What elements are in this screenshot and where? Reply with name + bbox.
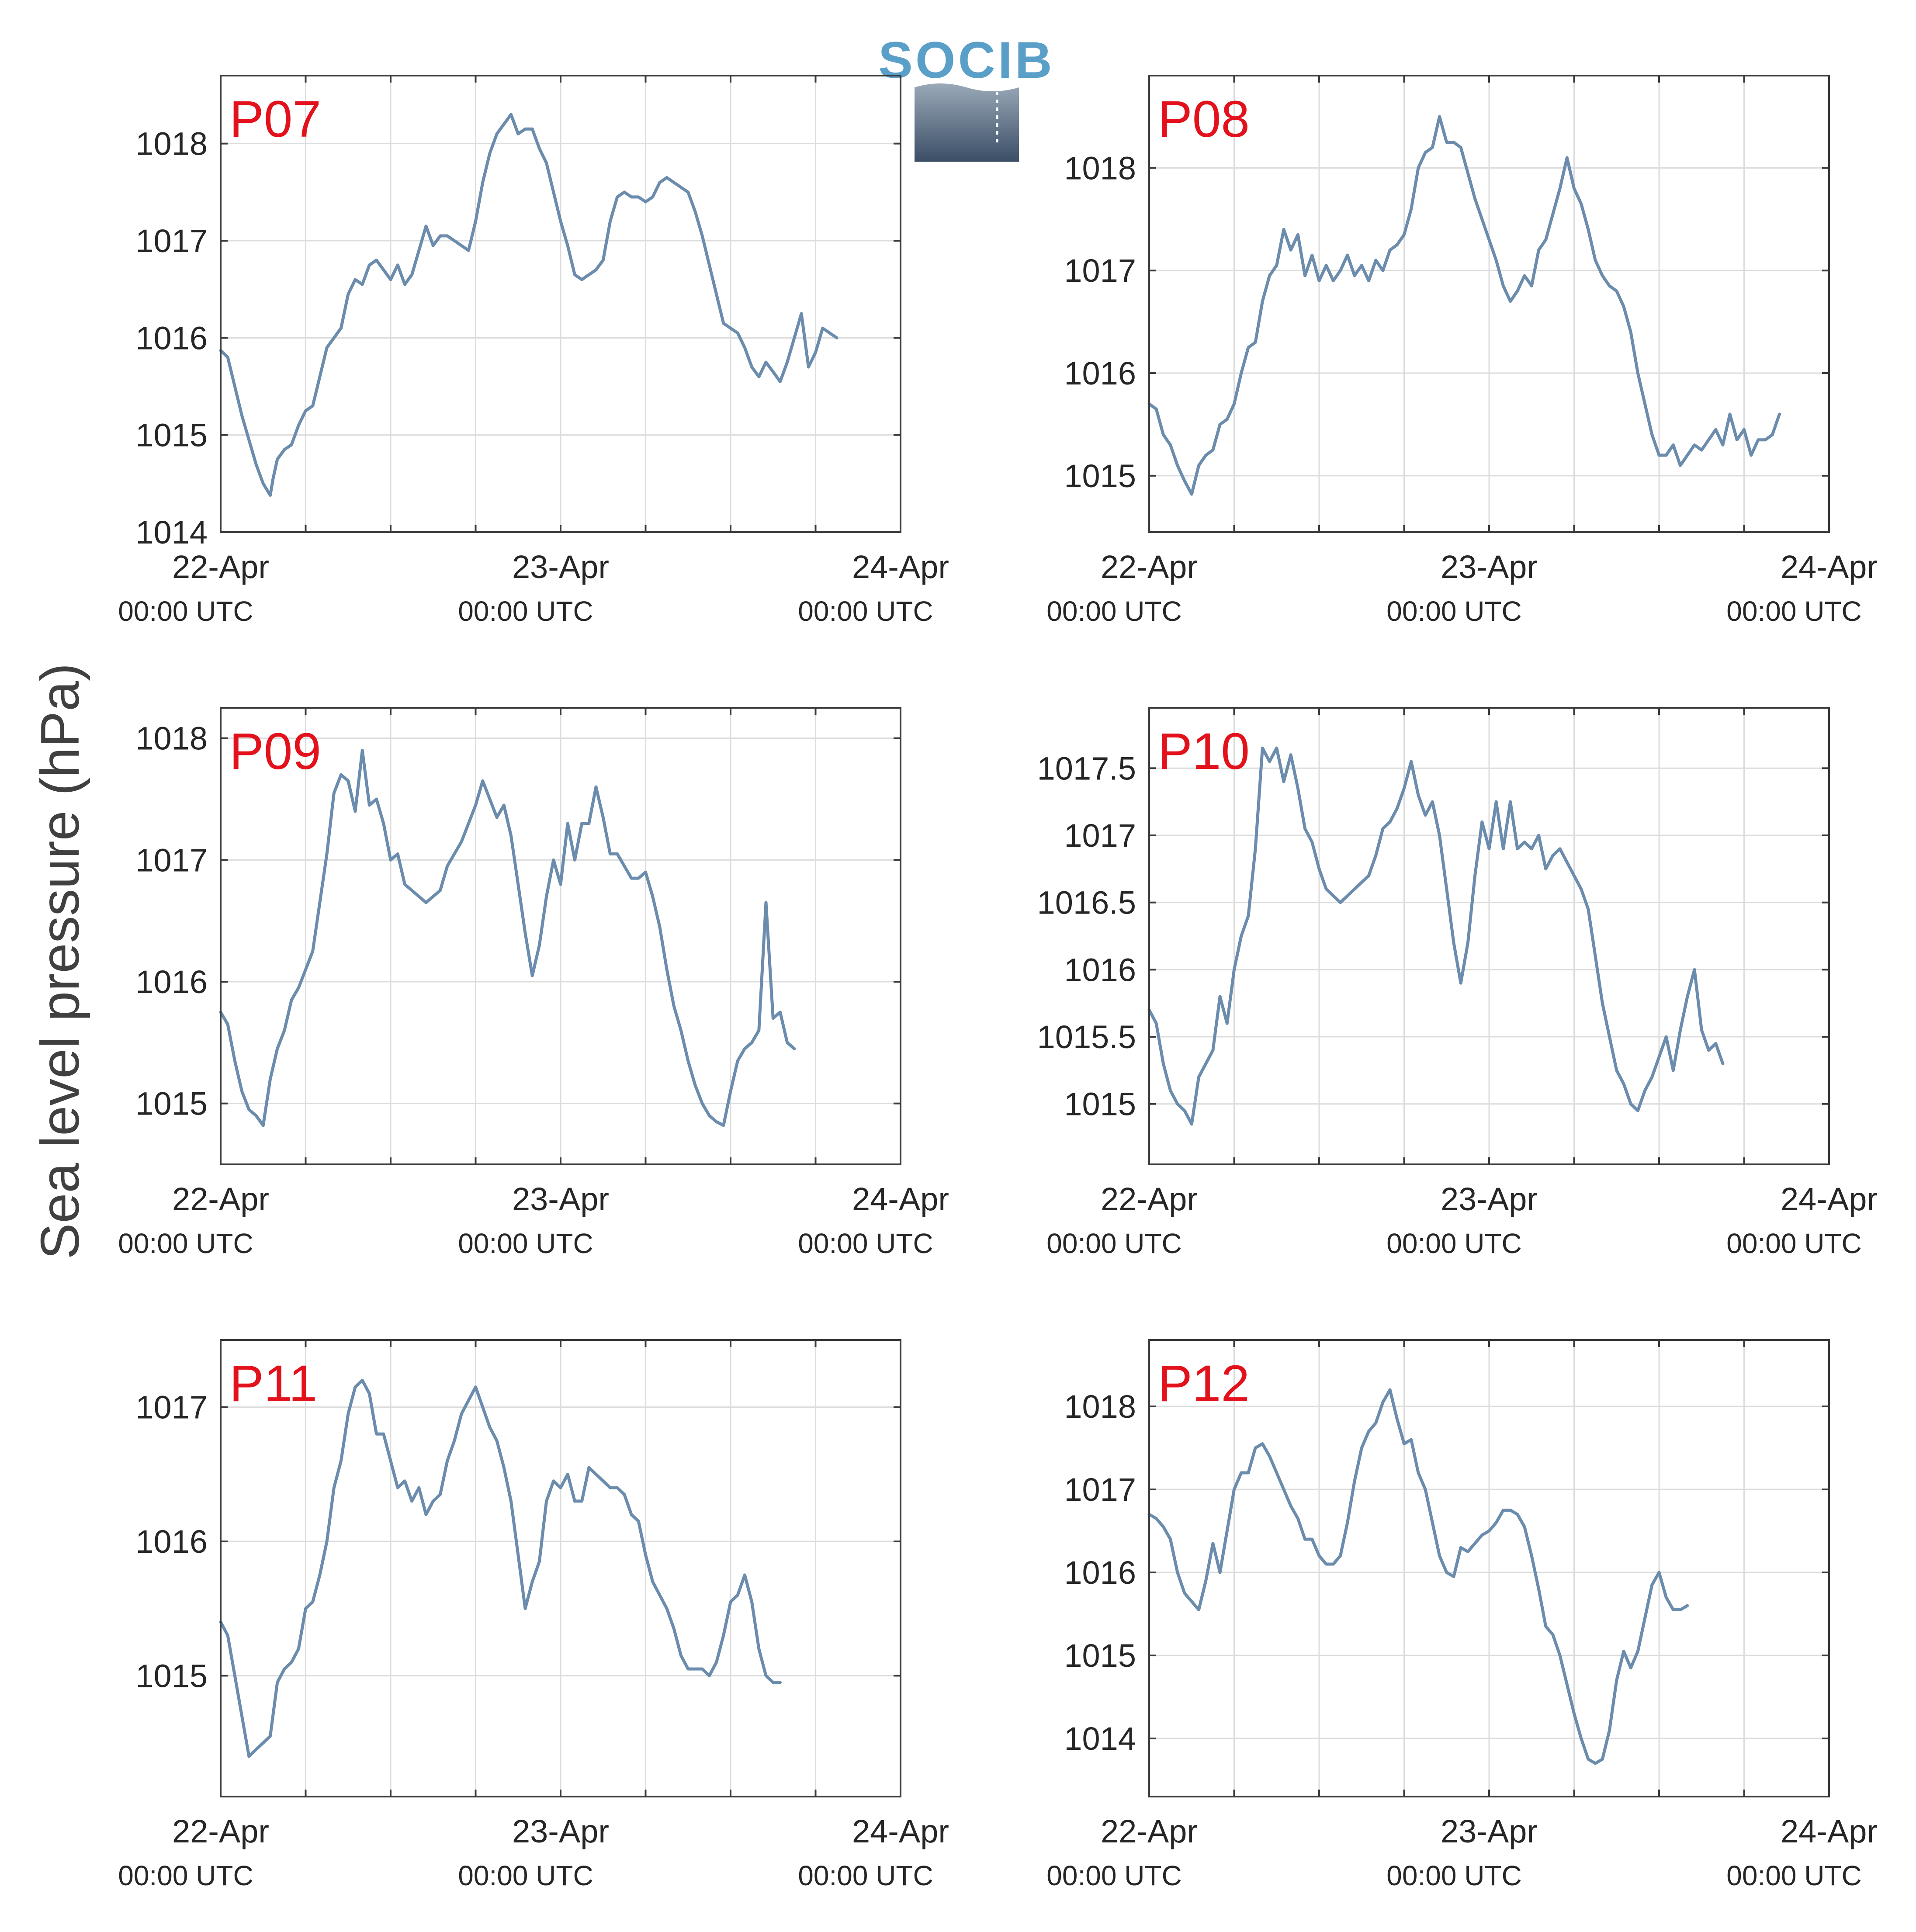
x-tick-sublabel: 00:00 UTC [1046,596,1181,627]
x-tick-sublabel: 00:00 UTC [798,1228,933,1259]
socib-logo-text: SOCIB [878,31,1055,89]
panel-p12: 1014 1015 1016 1017 1018 22-Apr 00:00 UTC 23-Ap… [1046,1339,1878,1891]
x-tick-label: 22-Apr [172,1813,269,1849]
x-tick-label: 22-Apr [1101,549,1198,585]
x-tick-label: 23-Apr [1441,1813,1538,1849]
x-tick-sublabel: 00:00 UTC [118,1860,253,1891]
y-tick-label: 1017 [1064,817,1136,854]
series-line-p07 [219,113,838,497]
panel-p11: 1015 1016 1017 22-Apr 00:00 UTC 23-Apr 00:00 U… [118,1339,949,1891]
y-tick-label: 1017.5 [1037,750,1136,786]
x-tick-label: 23-Apr [1441,1181,1538,1217]
y-tick-label: 1017 [1064,253,1136,289]
x-tick-sublabel: 00:00 UTC [1386,1228,1521,1259]
y-tick-label: 1016 [135,964,208,1000]
x-tick-label: 22-Apr [172,1181,269,1217]
x-tick-sublabel: 00:00 UTC [458,596,593,627]
y-tick-label: 1017 [135,842,208,878]
y-tick-label: 1016.5 [1037,885,1136,921]
y-tick-label: 1016 [135,320,208,356]
y-tick-label: 1018 [135,720,208,757]
y-tick-label: 1015 [1064,1638,1136,1674]
x-tick-sublabel: 00:00 UTC [1726,1860,1861,1891]
y-tick-label: 1015 [135,1086,208,1122]
y-tick-label: 1016 [1064,1555,1136,1591]
panel-p10: 1015 1015.5 1016 1016.5 1017 1017.5 22-Apr 00:0… [1037,707,1878,1259]
x-tick-label: 24-Apr [852,1181,949,1217]
station-label: P11 [229,1355,317,1413]
x-tick-sublabel: 00:00 UTC [1046,1860,1181,1891]
panel-p08: 1015 1016 1017 1018 22-Apr 00:00 UTC 23-Apr 00:… [1046,75,1878,627]
x-tick-label: 24-Apr [852,549,949,585]
socib-logo-wave [915,83,1019,162]
x-tick-label: 24-Apr [1781,1813,1878,1849]
x-tick-sublabel: 00:00 UTC [1386,1860,1521,1891]
y-tick-label: 1015 [135,417,208,454]
y-tick-label: 1014 [1064,1721,1136,1757]
series-line-p12 [1147,1388,1689,1765]
y-axis-label: Sea level pressure (hPa) [30,663,90,1260]
station-label: P09 [229,723,321,780]
y-tick-label: 1018 [1064,150,1136,186]
x-tick-label: 24-Apr [1781,1181,1878,1217]
y-tick-label: 1017 [135,223,208,259]
x-tick-sublabel: 00:00 UTC [118,596,253,627]
y-tick-label: 1015.5 [1037,1019,1136,1055]
panel-p07: 1014 1015 1016 1017 1018 22-Apr 00:00 UTC 23-Ap… [118,75,949,627]
station-label: P08 [1158,90,1250,148]
x-tick-label: 24-Apr [1781,549,1878,585]
x-tick-label: 22-Apr [1101,1181,1198,1217]
y-tick-label: 1015 [1064,1086,1136,1122]
x-tick-sublabel: 00:00 UTC [1726,596,1861,627]
panels: 1014 1015 1016 1017 1018 22-Apr 00:00 UTC 23-Ap… [118,75,1878,1891]
y-tick-label: 1017 [135,1389,208,1426]
y-tick-label: 1018 [1064,1388,1136,1425]
x-tick-sublabel: 00:00 UTC [798,1860,933,1891]
x-tick-sublabel: 00:00 UTC [118,1228,253,1259]
x-tick-label: 23-Apr [1441,549,1538,585]
x-tick-label: 23-Apr [512,549,609,585]
x-tick-label: 22-Apr [172,549,269,585]
series-line-p10 [1147,746,1725,1126]
y-tick-label: 1016 [1064,355,1136,391]
x-tick-label: 24-Apr [852,1813,949,1849]
y-tick-label: 1014 [135,514,208,551]
x-tick-sublabel: 00:00 UTC [1386,596,1521,627]
x-tick-label: 23-Apr [512,1181,609,1217]
panel-p09: 1015 1016 1017 1018 22-Apr 00:00 UTC 23-Apr 00:… [118,707,949,1259]
socib-logo: SOCIB [878,31,1055,162]
x-tick-sublabel: 00:00 UTC [458,1228,593,1259]
y-tick-label: 1017 [1064,1472,1136,1508]
station-label: P10 [1158,723,1250,780]
series-line-p09 [219,749,796,1127]
x-tick-sublabel: 00:00 UTC [1046,1228,1181,1259]
station-label: P07 [229,90,321,148]
station-label: P12 [1158,1355,1250,1413]
series-line-p11 [219,1378,782,1758]
x-tick-label: 23-Apr [512,1813,609,1849]
y-tick-label: 1016 [1064,952,1136,988]
y-tick-label: 1016 [135,1523,208,1560]
x-tick-sublabel: 00:00 UTC [798,596,933,627]
x-tick-sublabel: 00:00 UTC [1726,1228,1861,1259]
y-tick-label: 1018 [135,126,208,162]
y-tick-label: 1015 [135,1658,208,1694]
series-line-p08 [1147,115,1781,496]
y-tick-label: 1015 [1064,458,1136,494]
x-tick-sublabel: 00:00 UTC [458,1860,593,1891]
x-tick-label: 22-Apr [1101,1813,1198,1849]
